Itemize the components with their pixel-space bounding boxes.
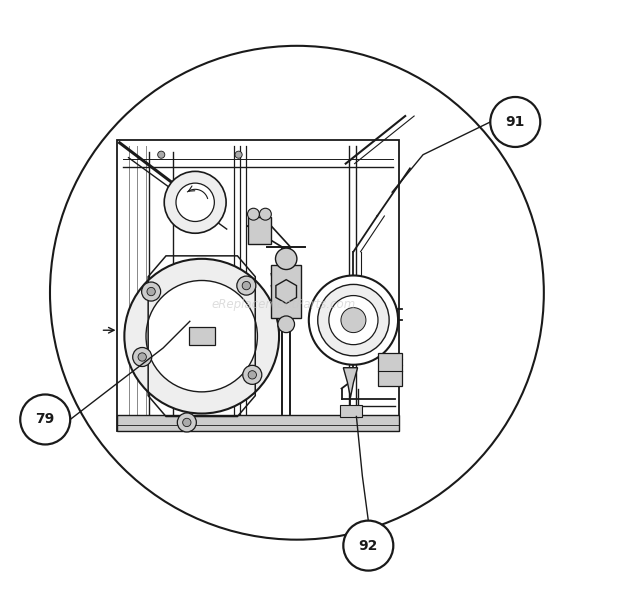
Circle shape <box>125 259 279 414</box>
Text: 91: 91 <box>505 115 525 129</box>
Circle shape <box>164 171 226 233</box>
Circle shape <box>329 296 378 345</box>
Circle shape <box>278 316 294 333</box>
Circle shape <box>176 183 215 221</box>
Circle shape <box>237 276 256 295</box>
Circle shape <box>50 46 544 540</box>
Bar <box>188 327 215 345</box>
Circle shape <box>275 248 297 270</box>
Circle shape <box>183 418 191 427</box>
Bar <box>247 217 272 244</box>
Bar <box>378 353 402 386</box>
Bar <box>340 405 362 416</box>
Circle shape <box>147 287 155 296</box>
Circle shape <box>177 413 197 432</box>
Circle shape <box>235 151 242 158</box>
Circle shape <box>157 151 165 158</box>
Polygon shape <box>343 368 358 397</box>
Bar <box>117 140 399 431</box>
Circle shape <box>243 365 262 384</box>
Circle shape <box>343 521 393 571</box>
Polygon shape <box>276 280 296 303</box>
Circle shape <box>242 281 250 290</box>
Circle shape <box>141 282 161 301</box>
Circle shape <box>133 347 152 367</box>
Text: 92: 92 <box>358 538 378 553</box>
Circle shape <box>259 208 272 220</box>
Text: eReplacementParts.com: eReplacementParts.com <box>211 298 355 311</box>
Circle shape <box>309 275 398 365</box>
Circle shape <box>247 208 259 220</box>
Circle shape <box>248 371 257 379</box>
Text: 79: 79 <box>35 412 55 427</box>
Circle shape <box>20 394 70 444</box>
Circle shape <box>138 353 146 361</box>
Circle shape <box>490 97 540 147</box>
Circle shape <box>341 308 366 333</box>
Circle shape <box>317 284 389 356</box>
Bar <box>117 415 399 431</box>
Circle shape <box>146 280 257 392</box>
Bar <box>272 265 301 318</box>
